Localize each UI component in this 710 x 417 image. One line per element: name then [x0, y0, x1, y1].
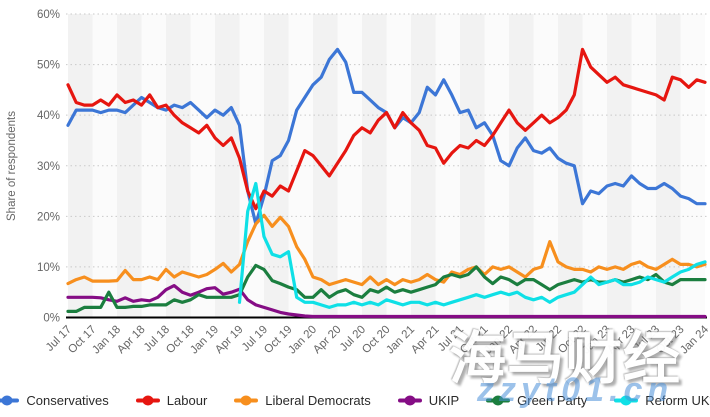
legend-marker-icon — [614, 395, 639, 405]
y-tick-label: 50% — [37, 60, 60, 72]
series-line-ukip — [66, 284, 707, 319]
x-tick-label: Apr 19 — [213, 324, 245, 356]
x-tick-label: Apr 23 — [605, 324, 637, 356]
y-tick-label: 40% — [37, 110, 60, 122]
plot-band — [362, 14, 387, 318]
legend-item-green-party[interactable]: Green Party — [486, 393, 587, 408]
series-line-liberal-democrats — [66, 213, 707, 287]
y-tick-label: 30% — [37, 161, 60, 173]
series-line-green-party — [66, 263, 707, 313]
series-line-labour — [66, 47, 707, 211]
legend-marker-icon — [135, 395, 160, 405]
x-tick-label: Apr 22 — [507, 324, 539, 356]
legend-item-liberal-democrats[interactable]: Liberal Democrats — [234, 393, 371, 408]
legend-label: Green Party — [517, 392, 588, 408]
plot-band — [533, 14, 558, 318]
x-tick-label: Apr 21 — [409, 324, 441, 356]
legend-marker-icon — [0, 395, 20, 405]
plot-band — [215, 14, 240, 318]
legend-item-labour[interactable]: Labour — [135, 392, 208, 408]
y-axis-title: Share of respondents — [6, 111, 18, 221]
y-tick-label: 20% — [37, 211, 60, 223]
plot-band — [264, 14, 289, 318]
x-tick-label: Apr 18 — [115, 324, 147, 356]
chart-canvas: 0% 10% 20% 30% 40% 50% 60% Share of respondents… — [6, 9, 710, 357]
legend-marker-icon — [397, 395, 422, 405]
legend-label: UKIP — [428, 392, 460, 408]
y-tick-label: 60% — [37, 9, 60, 21]
y-tick-label: 10% — [37, 262, 60, 274]
legend-label: Labour — [166, 392, 208, 408]
plot-band — [656, 14, 681, 318]
x-tick-label: Apr 20 — [311, 324, 343, 356]
legend-item-reform-uk[interactable]: Reform UK* — [614, 393, 710, 408]
x-tick-label: Jan 24 — [678, 323, 710, 356]
legend-item-ukip[interactable]: UKIP — [397, 392, 460, 408]
legend-label: Reform UK* — [645, 392, 710, 408]
plot-band — [313, 14, 338, 318]
legend-label: Conservatives — [26, 392, 109, 408]
legend-marker-icon — [234, 395, 259, 405]
legend-item-conservatives[interactable]: Conservatives — [0, 393, 109, 408]
y-tick-label: 0% — [43, 313, 60, 325]
series-line-reform-uk — [237, 181, 707, 309]
legend-marker-icon — [486, 395, 511, 405]
legend: Conservatives Labour Liberal Democrats UKIP… — [0, 387, 710, 413]
legend-label: Liberal Democrats — [265, 392, 371, 408]
plot-band — [92, 14, 117, 318]
